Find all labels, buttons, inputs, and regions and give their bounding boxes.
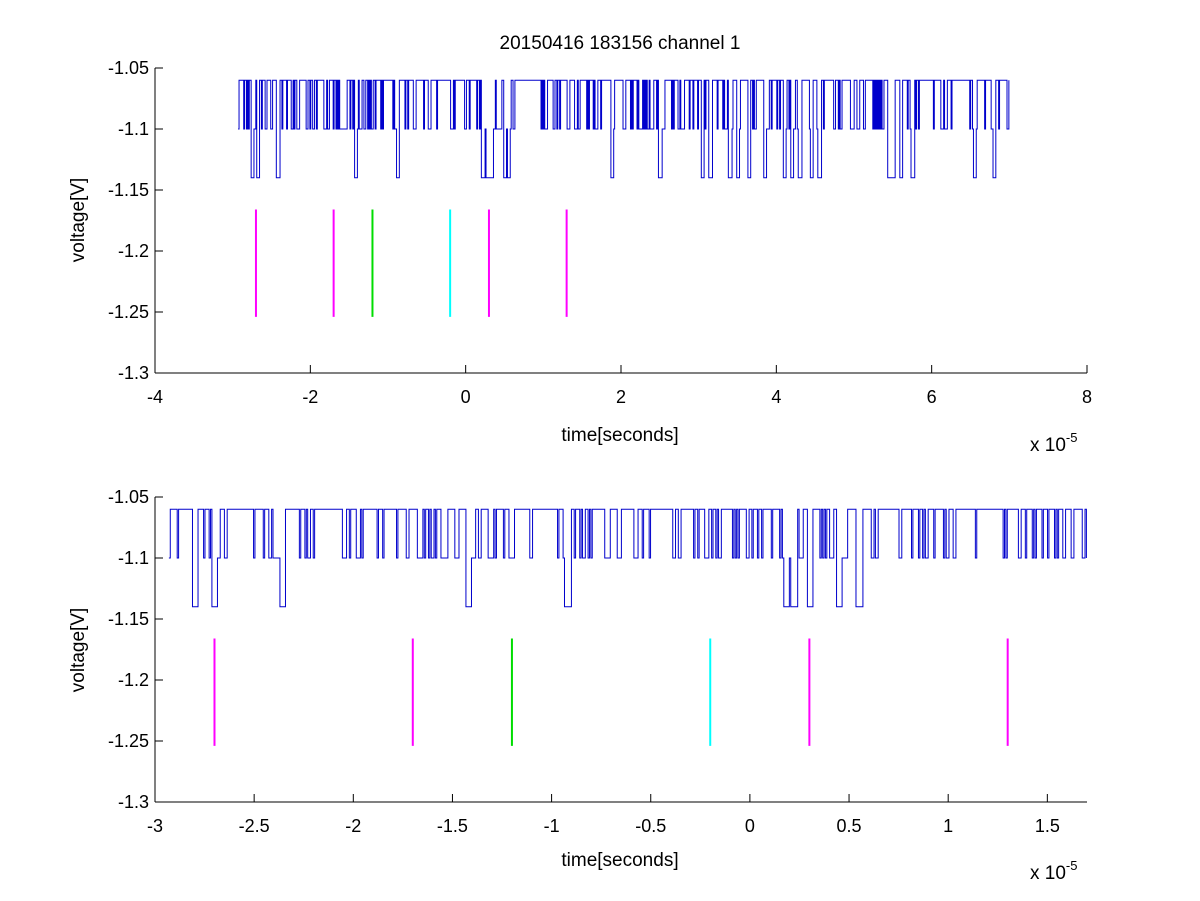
bottom-y-tick-label: -1.3 bbox=[118, 792, 149, 812]
bottom-y-axis-label: voltage[V] bbox=[68, 608, 89, 693]
bottom-x-exponent: x 10-5 bbox=[1030, 858, 1077, 884]
top-x-axis-label: time[seconds] bbox=[561, 425, 678, 446]
top-x-tick-label: -4 bbox=[147, 387, 163, 407]
top-y-tick-label: -1.25 bbox=[108, 302, 149, 322]
top-y-tick-label: -1.05 bbox=[108, 58, 149, 78]
bottom-axis-layer: -3 -2.5 -2 -1.5 -1 -0.5 0 0.5 1 1.5 -1.3 -1.25 -1.2 -… bbox=[108, 487, 1087, 836]
top-x-tick-label: -2 bbox=[302, 387, 318, 407]
bottom-signal-trace bbox=[168, 508, 1087, 608]
top-x-tick-label: 6 bbox=[927, 387, 937, 407]
top-x-exponent: x 10-5 bbox=[1030, 430, 1077, 456]
bottom-x-tick-label: -1.5 bbox=[437, 816, 468, 836]
bottom-x-tick-label: -2.5 bbox=[239, 816, 270, 836]
bottom-x-tick-label: -3 bbox=[147, 816, 163, 836]
top-x-tick-label: 0 bbox=[461, 387, 471, 407]
top-marker-layer bbox=[254, 209, 568, 317]
bottom-marker-layer bbox=[213, 638, 1009, 746]
top-signal-trace bbox=[238, 79, 1010, 179]
top-x-exponent-base: x 10 bbox=[1030, 435, 1066, 456]
bottom-axes: -3 -2.5 -2 -1.5 -1 -0.5 0 0.5 1 1.5 -1.3 -1.25 -1.2 -… bbox=[68, 487, 1087, 884]
top-y-tick-label: -1.3 bbox=[118, 363, 149, 383]
bottom-y-tick-label: -1.1 bbox=[118, 548, 149, 568]
top-signal-layer bbox=[238, 79, 1010, 179]
bottom-x-tick-label: -1 bbox=[544, 816, 560, 836]
bottom-x-tick-label: 0.5 bbox=[837, 816, 862, 836]
top-x-exponent-power: -5 bbox=[1066, 430, 1078, 445]
bottom-y-tick-label: -1.25 bbox=[108, 731, 149, 751]
bottom-y-tick-label: -1.05 bbox=[108, 487, 149, 507]
chart-title: 20150416 183156 channel 1 bbox=[500, 33, 741, 54]
bottom-x-tick-label: -0.5 bbox=[635, 816, 666, 836]
bottom-x-tick-label: -2 bbox=[345, 816, 361, 836]
bottom-x-exponent-power: -5 bbox=[1066, 858, 1078, 873]
bottom-y-tick-label: -1.2 bbox=[118, 670, 149, 690]
top-x-tick-label: 4 bbox=[771, 387, 781, 407]
bottom-signal-layer bbox=[168, 508, 1087, 608]
bottom-x-tick-label: 0 bbox=[745, 816, 755, 836]
top-axes: -4 -2 0 2 4 6 8 -1.3 -1.25 -1.2 -1.15 -1.1 -1.05 tim… bbox=[68, 58, 1092, 456]
bottom-x-tick-label: 1 bbox=[943, 816, 953, 836]
bottom-x-tick-label: 1.5 bbox=[1035, 816, 1060, 836]
bottom-x-exponent-base: x 10 bbox=[1030, 863, 1066, 884]
top-x-tick-label: 8 bbox=[1082, 387, 1092, 407]
top-y-tick-label: -1.2 bbox=[118, 241, 149, 261]
bottom-y-tick-label: -1.15 bbox=[108, 609, 149, 629]
top-axis-layer: -4 -2 0 2 4 6 8 -1.3 -1.25 -1.2 -1.15 -1.1 -1.05 bbox=[108, 58, 1092, 407]
top-y-tick-label: -1.1 bbox=[118, 119, 149, 139]
top-y-tick-label: -1.15 bbox=[108, 180, 149, 200]
bottom-x-axis-label: time[seconds] bbox=[561, 850, 678, 871]
top-y-axis-label: voltage[V] bbox=[68, 178, 89, 263]
top-x-tick-label: 2 bbox=[616, 387, 626, 407]
